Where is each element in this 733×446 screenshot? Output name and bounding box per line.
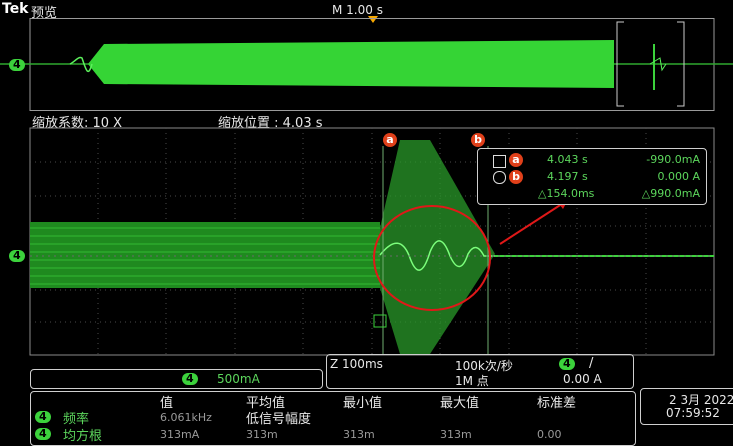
measurement-panel: 值 平均值 最小值 最大值 标准差 4 频率 6.061kHz 低信号幅度 4 … (30, 391, 636, 446)
cursor-readout-panel: a 4.043 s -990.0mA b 4.197 s 0.000 A △15… (477, 148, 707, 205)
cursor-delta-value: △990.0mA (641, 187, 700, 200)
cursor-a-value: -990.0mA (646, 153, 700, 166)
row-mean-rms: 313m (246, 428, 278, 441)
trigger-position-icon (368, 16, 378, 23)
cursor-a-marker[interactable]: a (383, 133, 397, 147)
channel-scale-value: 500mA (217, 372, 260, 386)
header-std: 标准差 (537, 396, 577, 411)
trigger-slope-icon: / (589, 356, 594, 371)
row-value-rms: 313mA (160, 428, 200, 441)
brand-logo: Tek (2, 1, 29, 17)
row-min-rms: 313m (343, 428, 375, 441)
row-std-rms: 0.00 (537, 428, 562, 441)
overview-channel-marker[interactable]: 4 (9, 59, 25, 71)
header-min: 最小值 (343, 396, 383, 411)
zoom-scale-label: Z 100ms (330, 357, 383, 371)
record-length-label: 1M 点 (455, 374, 489, 388)
timebase-label: M 1.00 s (332, 3, 383, 17)
acquisition-panel[interactable]: Z 100ms 100k次/秒 1M 点 4 / 0.00 A (326, 354, 634, 389)
trigger-level-label: 0.00 A (563, 372, 602, 386)
zoom-channel-marker[interactable]: 4 (9, 250, 25, 262)
date-label: 2 3月 2022 (669, 393, 733, 407)
cursor-b-value: 0.000 A (657, 170, 700, 183)
cursor-a-icon: a (509, 153, 523, 167)
cursor-b-time: 4.197 s (547, 170, 588, 183)
cursor-delta-time: △154.0ms (538, 187, 595, 200)
mode-label: 预览 (31, 6, 58, 21)
cursor-b-marker[interactable]: b (471, 133, 485, 147)
cursor-b-icon: b (509, 170, 523, 184)
header-mean: 平均值 (246, 396, 286, 411)
datetime-panel: 2 3月 2022 07:59:52 (640, 388, 733, 425)
row-value-frequency: 6.061kHz (160, 411, 212, 424)
row-channel-badge: 4 (35, 428, 51, 440)
row-max-rms: 313m (440, 428, 472, 441)
header-value: 值 (160, 396, 174, 411)
cursor-a-square-icon (493, 155, 506, 168)
header-max: 最大值 (440, 396, 480, 411)
low-signal-warning: 低信号幅度 (246, 412, 312, 427)
zoom-factor-label: 缩放系数: 10 X (32, 116, 123, 131)
time-label: 07:59:52 (666, 406, 720, 420)
cursor-a-time: 4.043 s (547, 153, 588, 166)
trigger-channel-badge: 4 (559, 358, 575, 370)
cursor-b-circle-icon (493, 171, 506, 184)
row-label-frequency: 频率 (63, 412, 90, 427)
zoom-position-label: 缩放位置 : 4.03 s (218, 116, 323, 131)
row-label-rms: 均方根 (63, 429, 103, 444)
sample-rate-label: 100k次/秒 (455, 359, 513, 373)
channel-scale-panel[interactable]: 4 500mA (30, 369, 323, 389)
channel-scale-badge: 4 (182, 373, 198, 385)
overview-waveform[interactable] (0, 18, 733, 112)
row-channel-badge: 4 (35, 411, 51, 423)
